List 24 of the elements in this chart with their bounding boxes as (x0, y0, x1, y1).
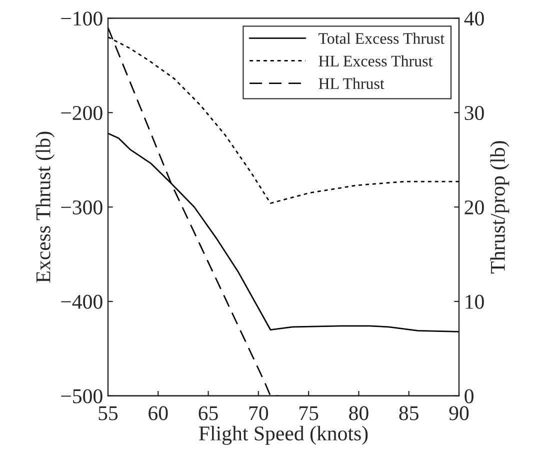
y-tick-label: −100 (61, 12, 102, 26)
legend-label: HL Excess Thrust (318, 55, 433, 66)
x-tick-label: 85 (399, 406, 418, 420)
y-tick-label: −200 (61, 106, 102, 120)
y-axis-title: Excess Thrust (lb) (36, 132, 55, 283)
y2-tick-label: 0 (464, 389, 474, 404)
y2-tick-label: 20 (464, 200, 484, 214)
x-tick-label: 80 (349, 406, 368, 420)
x-tick-label: 90 (449, 406, 469, 420)
x-tick-label: 70 (249, 406, 268, 420)
y-tick-label: −500 (61, 389, 102, 404)
x-tick-label: 55 (98, 406, 118, 420)
y-tick-label: −400 (61, 294, 102, 309)
y2-tick-label: 10 (466, 294, 484, 309)
x-tick-label: 65 (198, 406, 218, 420)
x-tick-label: 75 (300, 406, 318, 420)
y2-tick-label: 40 (464, 12, 484, 26)
y2-axis-title: Thrust/prop (lb) (490, 141, 510, 274)
legend-label: HL Thrust (318, 78, 384, 90)
x-axis-title: Flight Speed (knots) (199, 426, 368, 445)
x-tick-label: 60 (148, 406, 168, 420)
y2-tick-label: 30 (464, 106, 484, 120)
y-tick-label: −300 (61, 200, 102, 214)
legend-label: Total Excess Thrust (318, 32, 445, 44)
